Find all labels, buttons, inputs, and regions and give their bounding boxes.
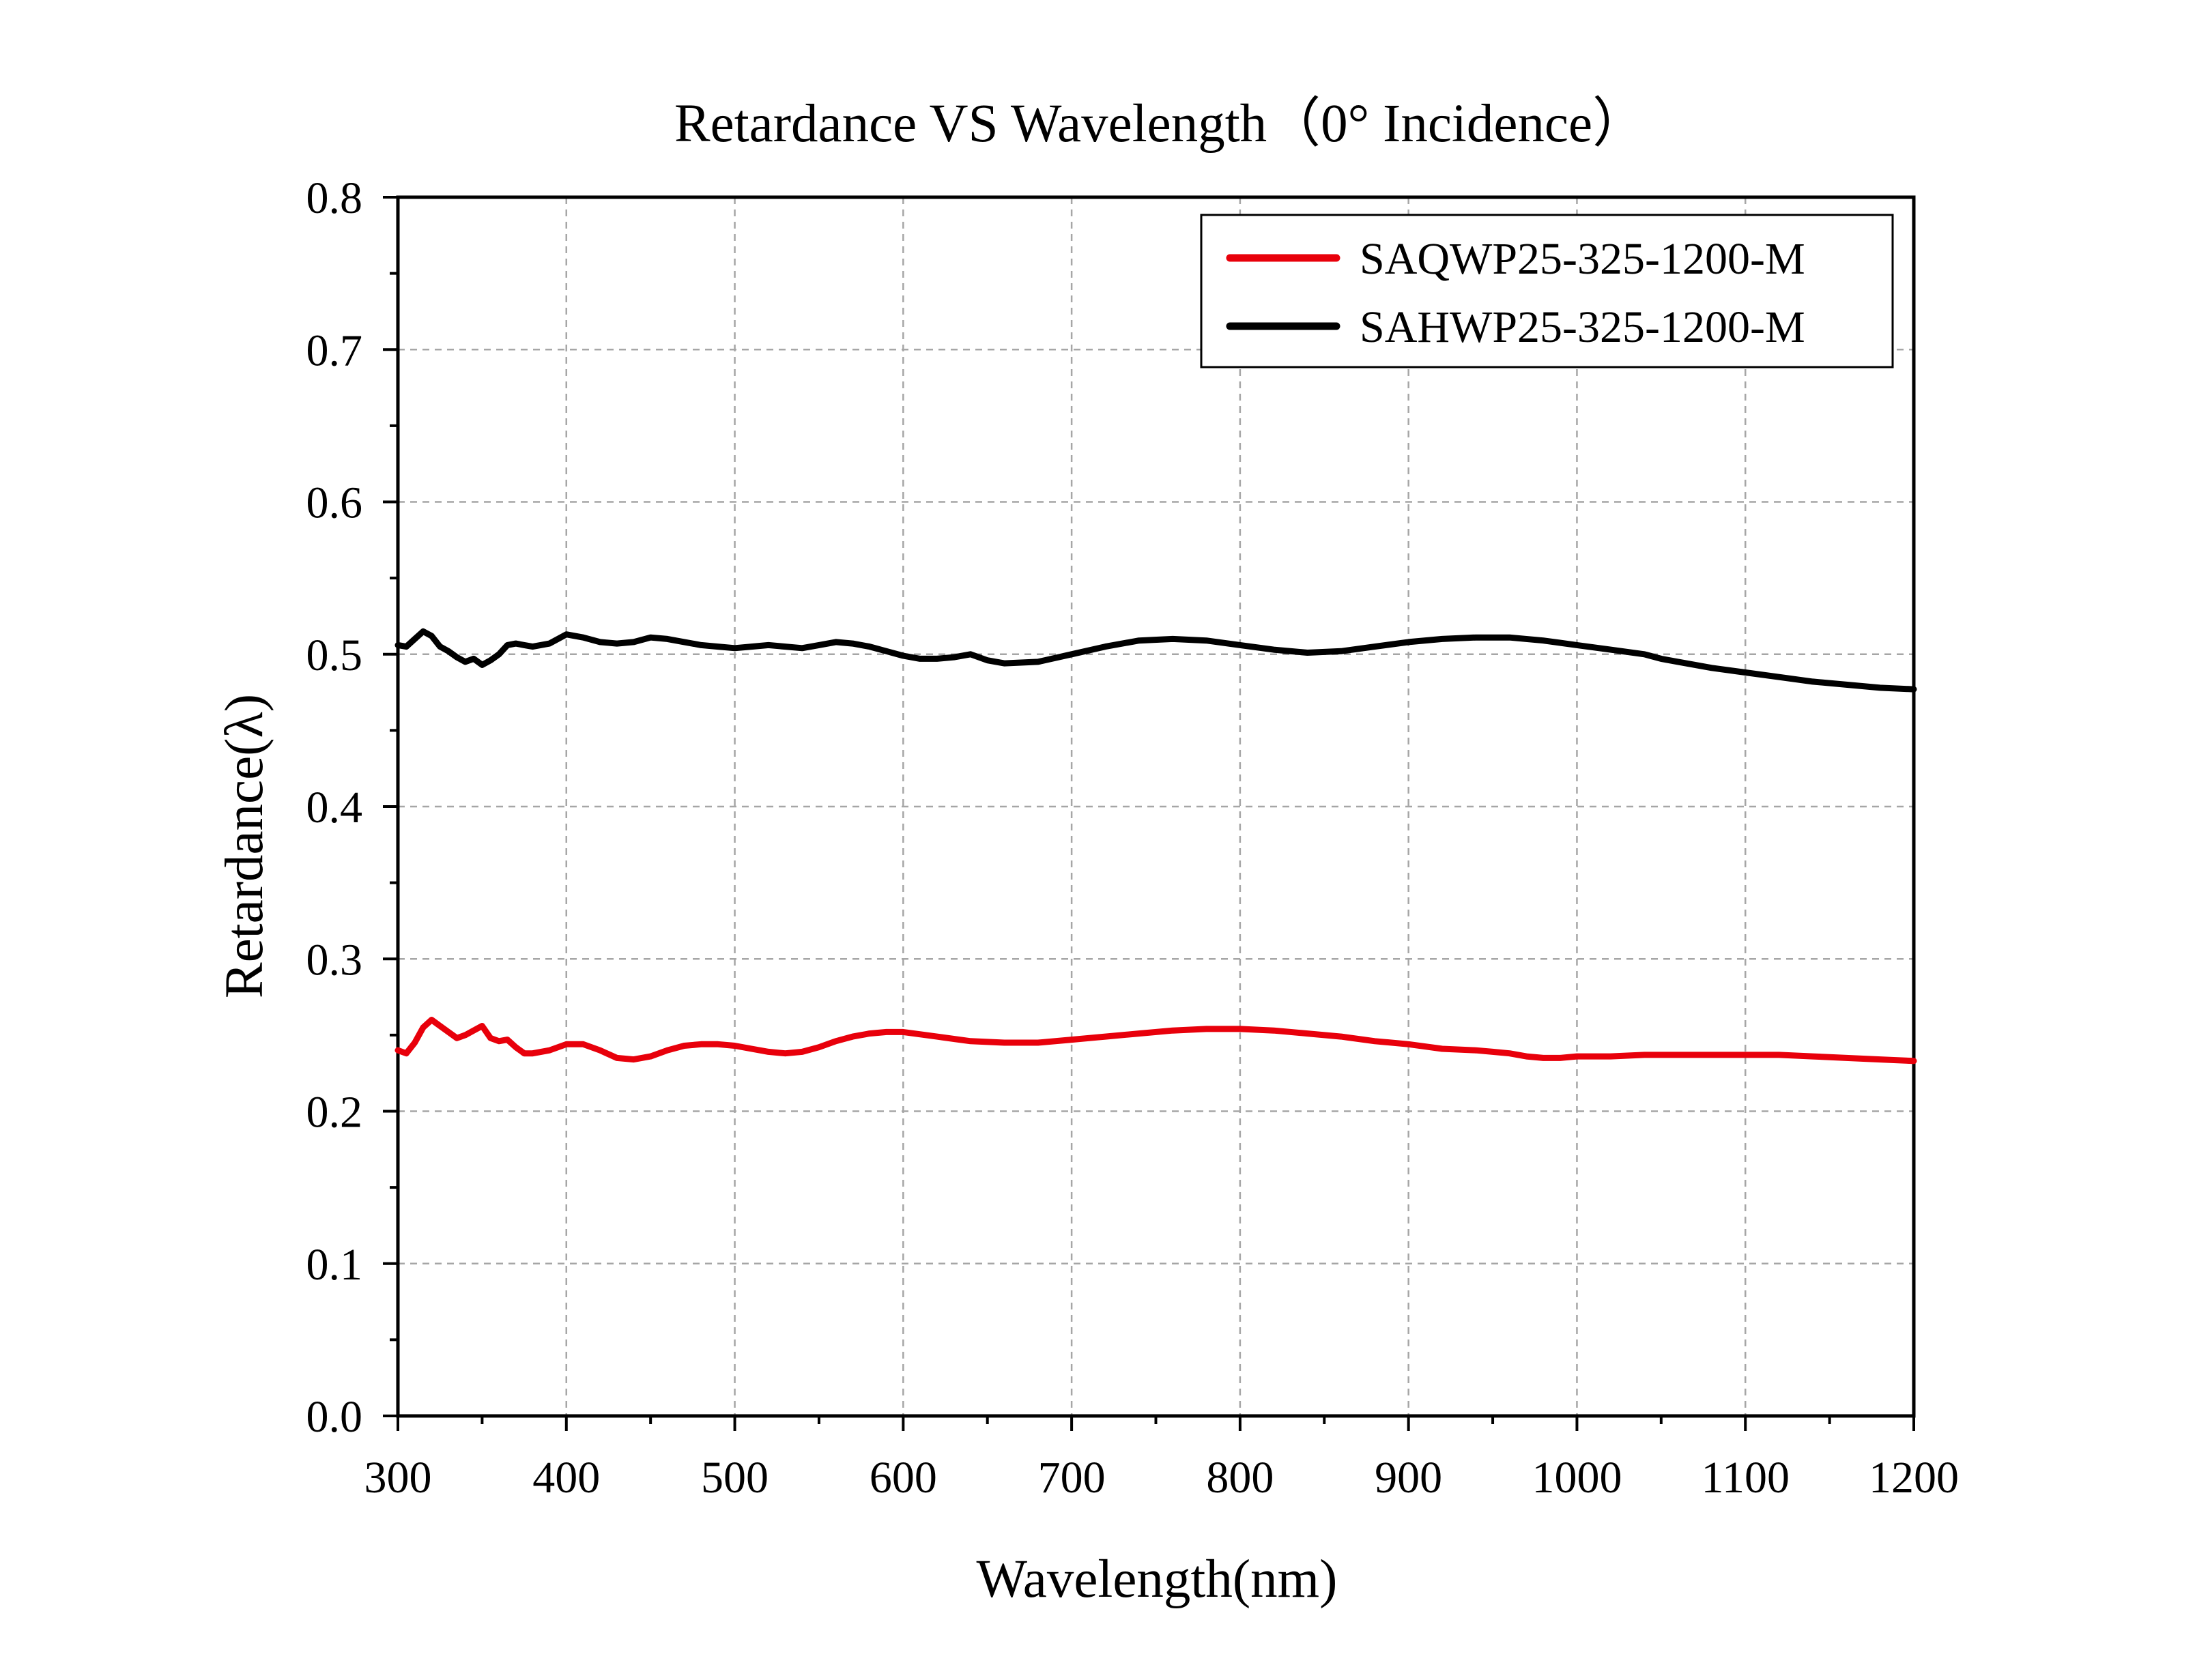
x-tick-label: 1100 bbox=[1701, 1453, 1790, 1503]
x-tick-label: 500 bbox=[701, 1453, 769, 1503]
y-tick-label: 0.7 bbox=[306, 325, 363, 375]
y-tick-label: 0.5 bbox=[306, 631, 363, 680]
y-axis-label: Retardance(λ) bbox=[215, 694, 274, 998]
x-tick-label: 700 bbox=[1038, 1453, 1106, 1503]
x-tick-label: 1200 bbox=[1869, 1453, 1959, 1503]
x-axis-label: Wavelength(nm) bbox=[977, 1550, 1338, 1609]
x-tick-label: 1000 bbox=[1532, 1453, 1622, 1503]
y-tick-label: 0.1 bbox=[306, 1240, 363, 1290]
y-tick-label: 0.6 bbox=[306, 478, 363, 528]
y-tick-label: 0.3 bbox=[306, 935, 363, 985]
x-tick-label: 900 bbox=[1375, 1453, 1442, 1503]
y-tick-label: 0.4 bbox=[306, 783, 363, 832]
x-tick-label: 400 bbox=[532, 1453, 600, 1503]
axis-layer: 300 400 500 600 700 800 900 1000 1100 1200 0.0 0.1 0… bbox=[306, 173, 1960, 1503]
series-layer bbox=[394, 628, 1917, 1065]
legend-entry-label: SAHWP25-325-1200-M bbox=[1360, 302, 1805, 352]
legend-entry-label: SAQWP25-325-1200-M bbox=[1360, 234, 1805, 284]
grid-layer bbox=[398, 197, 1914, 1416]
legend: SAQWP25-325-1200-M SAHWP25-325-1200-M bbox=[1200, 214, 1894, 368]
x-tick-label: 300 bbox=[364, 1453, 432, 1503]
y-tick-label: 0.2 bbox=[306, 1088, 363, 1138]
y-tick-label: 0.8 bbox=[306, 173, 363, 223]
series-line-saqwp bbox=[394, 1017, 1917, 1065]
chart-title: Retardance VS Wavelength（0° Incidence） bbox=[674, 94, 1646, 154]
x-tick-label: 600 bbox=[870, 1453, 937, 1503]
y-tick-label: 0.0 bbox=[306, 1392, 363, 1442]
series-line-sahwp bbox=[394, 628, 1917, 693]
legend-box bbox=[1200, 214, 1894, 368]
x-tick-label: 800 bbox=[1206, 1453, 1274, 1503]
